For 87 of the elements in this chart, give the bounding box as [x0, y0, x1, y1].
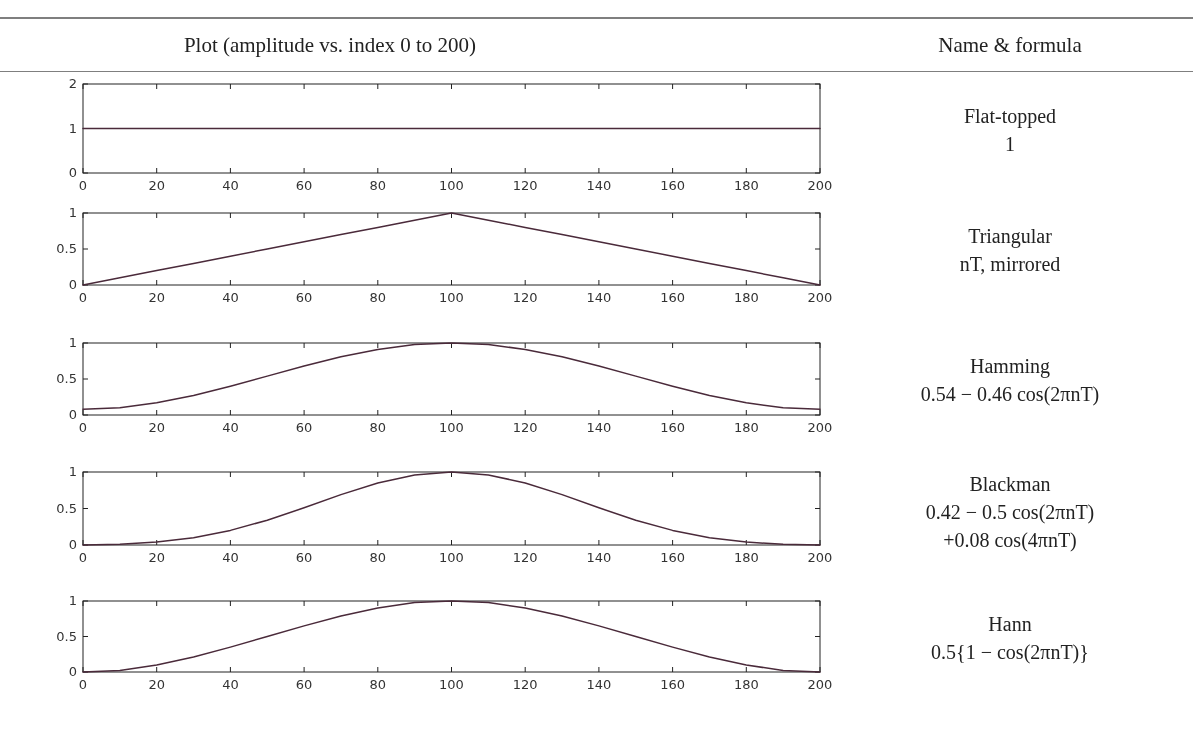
x-tick-label: 80: [369, 550, 387, 565]
text: 0.54 − 0.46 cos(2πnT): [920, 383, 1100, 406]
y-tick-label: 0.5: [56, 500, 77, 516]
x-tick-label: 80: [369, 290, 387, 305]
x-tick-label: 180: [733, 550, 759, 565]
x-tick-label: 80: [369, 420, 387, 435]
x-tick-label: 100: [439, 550, 464, 565]
x-tick-label: 140: [586, 677, 612, 692]
y-tick-label: 0: [68, 277, 77, 292]
text: Hann: [988, 612, 1032, 635]
x-tick-label: 40: [222, 677, 239, 692]
y-tick-label: 0.5: [56, 241, 77, 256]
x-tick-label: 200: [807, 290, 833, 305]
x-tick-label: 60: [295, 178, 313, 193]
y-tick-label: 0: [68, 165, 77, 180]
line-series: [82, 212, 821, 286]
x-tick-label: 40: [222, 290, 239, 305]
x-tick-label: 120: [512, 290, 538, 305]
y-tick-label: 0.5: [56, 371, 77, 386]
x-tick-label: 180: [733, 420, 759, 435]
y-tick-label: 1: [68, 464, 77, 479]
y-tick-label: 1: [68, 120, 77, 136]
x-tick-label: 0: [78, 550, 88, 565]
text: Triangular: [968, 225, 1053, 248]
text: 1: [1005, 132, 1015, 155]
x-tick-label: 160: [660, 550, 686, 565]
x-tick-label: 120: [512, 550, 538, 565]
x-tick-label: 0: [78, 420, 88, 435]
y-tick-label: 2: [68, 76, 77, 91]
x-tick-label: 40: [222, 178, 239, 193]
x-tick-label: 20: [148, 178, 165, 193]
text: Hamming: [970, 355, 1050, 378]
x-tick-label: 180: [733, 677, 759, 692]
x-tick-label: 200: [807, 550, 833, 565]
x-tick-label: 160: [660, 677, 686, 692]
x-tick-label: 100: [439, 420, 464, 435]
line-series: [82, 342, 821, 410]
chart-title: Plot (amplitude vs. index 0 to 200): [183, 33, 477, 57]
x-tick-label: 80: [369, 677, 387, 692]
x-tick-label: 40: [222, 550, 239, 565]
x-tick-label: 20: [148, 677, 165, 692]
x-tick-label: 120: [512, 420, 538, 435]
y-tick-label: 0: [68, 407, 77, 422]
y-tick-label: 0.5: [56, 628, 77, 644]
x-tick-label: 100: [439, 677, 464, 692]
x-tick-label: 60: [295, 550, 313, 565]
x-tick-label: 140: [586, 290, 612, 305]
line-series: [82, 600, 821, 673]
text: 0.5{1 − cos(2πnT)}: [931, 640, 1089, 664]
x-tick-label: 160: [660, 178, 686, 193]
x-tick-label: 120: [512, 178, 538, 193]
x-tick-label: 40: [222, 420, 239, 435]
x-tick-label: 160: [660, 290, 686, 305]
x-tick-label: 60: [295, 420, 313, 435]
x-tick-label: 60: [295, 290, 313, 305]
x-tick-label: 80: [369, 178, 387, 193]
x-tick-label: 100: [439, 290, 464, 305]
x-tick-label: 100: [439, 178, 464, 193]
text: nT, mirrored: [959, 253, 1061, 275]
y-tick-label: 1: [68, 593, 77, 608]
y-tick-label: 1: [68, 335, 77, 350]
y-tick-label: 1: [68, 205, 77, 220]
y-tick-label: 0: [68, 664, 77, 679]
x-tick-label: 160: [660, 420, 686, 435]
x-tick-label: 20: [148, 290, 165, 305]
text: Name & formula: [938, 33, 1083, 57]
text: +0.08 cos(4πnT): [943, 528, 1077, 552]
text: Flat-topped: [963, 104, 1057, 128]
x-tick-label: 20: [148, 550, 165, 565]
y-tick-label: 0: [68, 537, 77, 552]
x-tick-label: 0: [78, 178, 88, 193]
x-tick-label: 60: [295, 677, 313, 692]
x-tick-label: 180: [733, 290, 759, 305]
line-series: [82, 471, 821, 546]
x-tick-label: 140: [586, 550, 612, 565]
x-tick-label: 120: [512, 677, 538, 692]
x-tick-label: 200: [807, 178, 833, 193]
x-tick-label: 0: [78, 677, 88, 692]
x-tick-label: 140: [586, 420, 612, 435]
x-tick-label: 20: [148, 420, 165, 435]
x-tick-label: 140: [586, 178, 612, 193]
x-tick-label: 200: [807, 677, 833, 692]
text: Blackman: [969, 472, 1051, 495]
text: 0.42 − 0.5 cos(2πnT): [925, 500, 1095, 524]
x-tick-label: 200: [807, 420, 833, 435]
x-tick-label: 180: [733, 178, 759, 193]
x-tick-label: 0: [78, 290, 88, 305]
